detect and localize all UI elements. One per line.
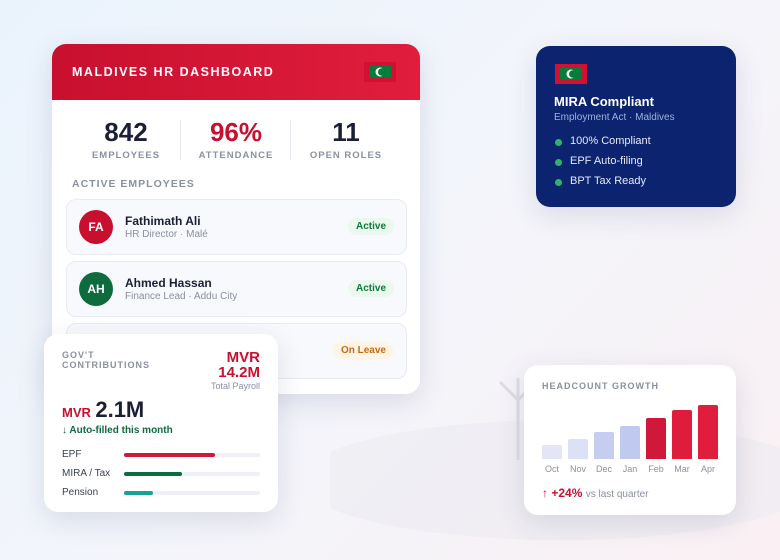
section-title: ACTIVE EMPLOYEES [72,178,195,190]
currency: MVR [62,405,91,420]
employee-row: FA Fathimath Ali HR Director · Malé Active [66,199,407,255]
employee-row: AH Ahmed Hassan Finance Lead · Addu City Ac… [66,261,407,317]
flag [364,62,396,82]
status-dot [555,179,562,186]
compliance-card: MIRA Compliant Employment Act · Maldives… [536,46,736,207]
name: Ahmed Hassan [125,276,212,290]
status-badge: On Leave [332,342,394,359]
contribution-label: MIRA / Tax [62,468,111,479]
stat-label: ATTENDANCE [198,150,274,161]
dashboard-card: MALDIVES HR DASHBOARD 842 EMPLOYEES 96% ATT… [52,44,420,394]
change-note: vs last quarter [585,489,649,500]
progress-bar [124,472,183,476]
x-label: Apr [700,464,715,474]
note: ↓ Auto-filled this month [62,425,173,436]
compliance-item: EPF Auto-filing [570,155,643,167]
contributions-card: GOV'T CONTRIBUTIONS MVR 14.2M Total Payro… [44,334,278,512]
header: MALDIVES HR DASHBOARD [52,44,420,100]
currency: MVR [226,349,260,366]
x-label: Feb [648,464,664,474]
x-label: Nov [569,464,586,474]
bar [672,410,692,459]
avatar: AH [79,272,113,306]
role: HR Director · Malé [125,229,208,240]
bar [594,432,614,459]
stat-label: OPEN ROLES [309,150,383,161]
avatar: FA [79,210,113,244]
stat-label: EMPLOYEES [91,150,161,161]
stat-value: 11 [332,117,360,147]
flag [555,64,587,84]
amount: 14.2M [218,364,260,381]
x-label: Oct [544,464,559,474]
title: HEADCOUNT GROWTH [542,381,659,391]
value: 2.1M [95,397,145,422]
stat-value: 842 [104,117,148,147]
contribution-label: Pension [62,487,99,498]
x-label: Jan [622,464,638,474]
bar [542,445,562,459]
compliance-item: 100% Compliant [570,135,651,147]
progress-bar [124,453,216,457]
track [124,472,260,476]
payroll: MVR 14.2M [218,350,260,380]
role: Finance Lead · Addu City [125,291,238,302]
bar [568,439,588,459]
x-label: Mar [674,464,690,474]
status-dot [555,159,562,166]
x-label: Dec [595,464,612,474]
change: ↑ +24% vs last quarter [542,486,649,500]
name: Fathimath Ali [125,214,201,228]
change-value: ↑ +24% [542,486,583,500]
subtitle: Employment Act · Maldives [554,112,675,123]
bar [646,418,666,459]
status-dot [555,139,562,146]
compliance-item: BPT Tax Ready [570,175,647,187]
amount: MVR 2.1M [62,397,144,423]
headcount-card: HEADCOUNT GROWTH Oct Nov Dec Jan Feb Mar Apr ↑… [524,365,736,515]
payroll-label: Total Payroll [210,381,260,391]
title: MIRA Compliant [554,94,654,109]
bar [620,426,640,459]
status-badge: Active [347,280,394,297]
track [124,491,260,495]
title: MALDIVES HR DASHBOARD [72,65,275,79]
status-badge: Active [347,218,394,235]
title: GOV'T CONTRIBUTIONS [62,350,150,370]
progress-bar [124,491,153,495]
stat-value: 96% [209,117,263,147]
bar [698,405,718,459]
contribution-label: EPF [62,449,82,460]
